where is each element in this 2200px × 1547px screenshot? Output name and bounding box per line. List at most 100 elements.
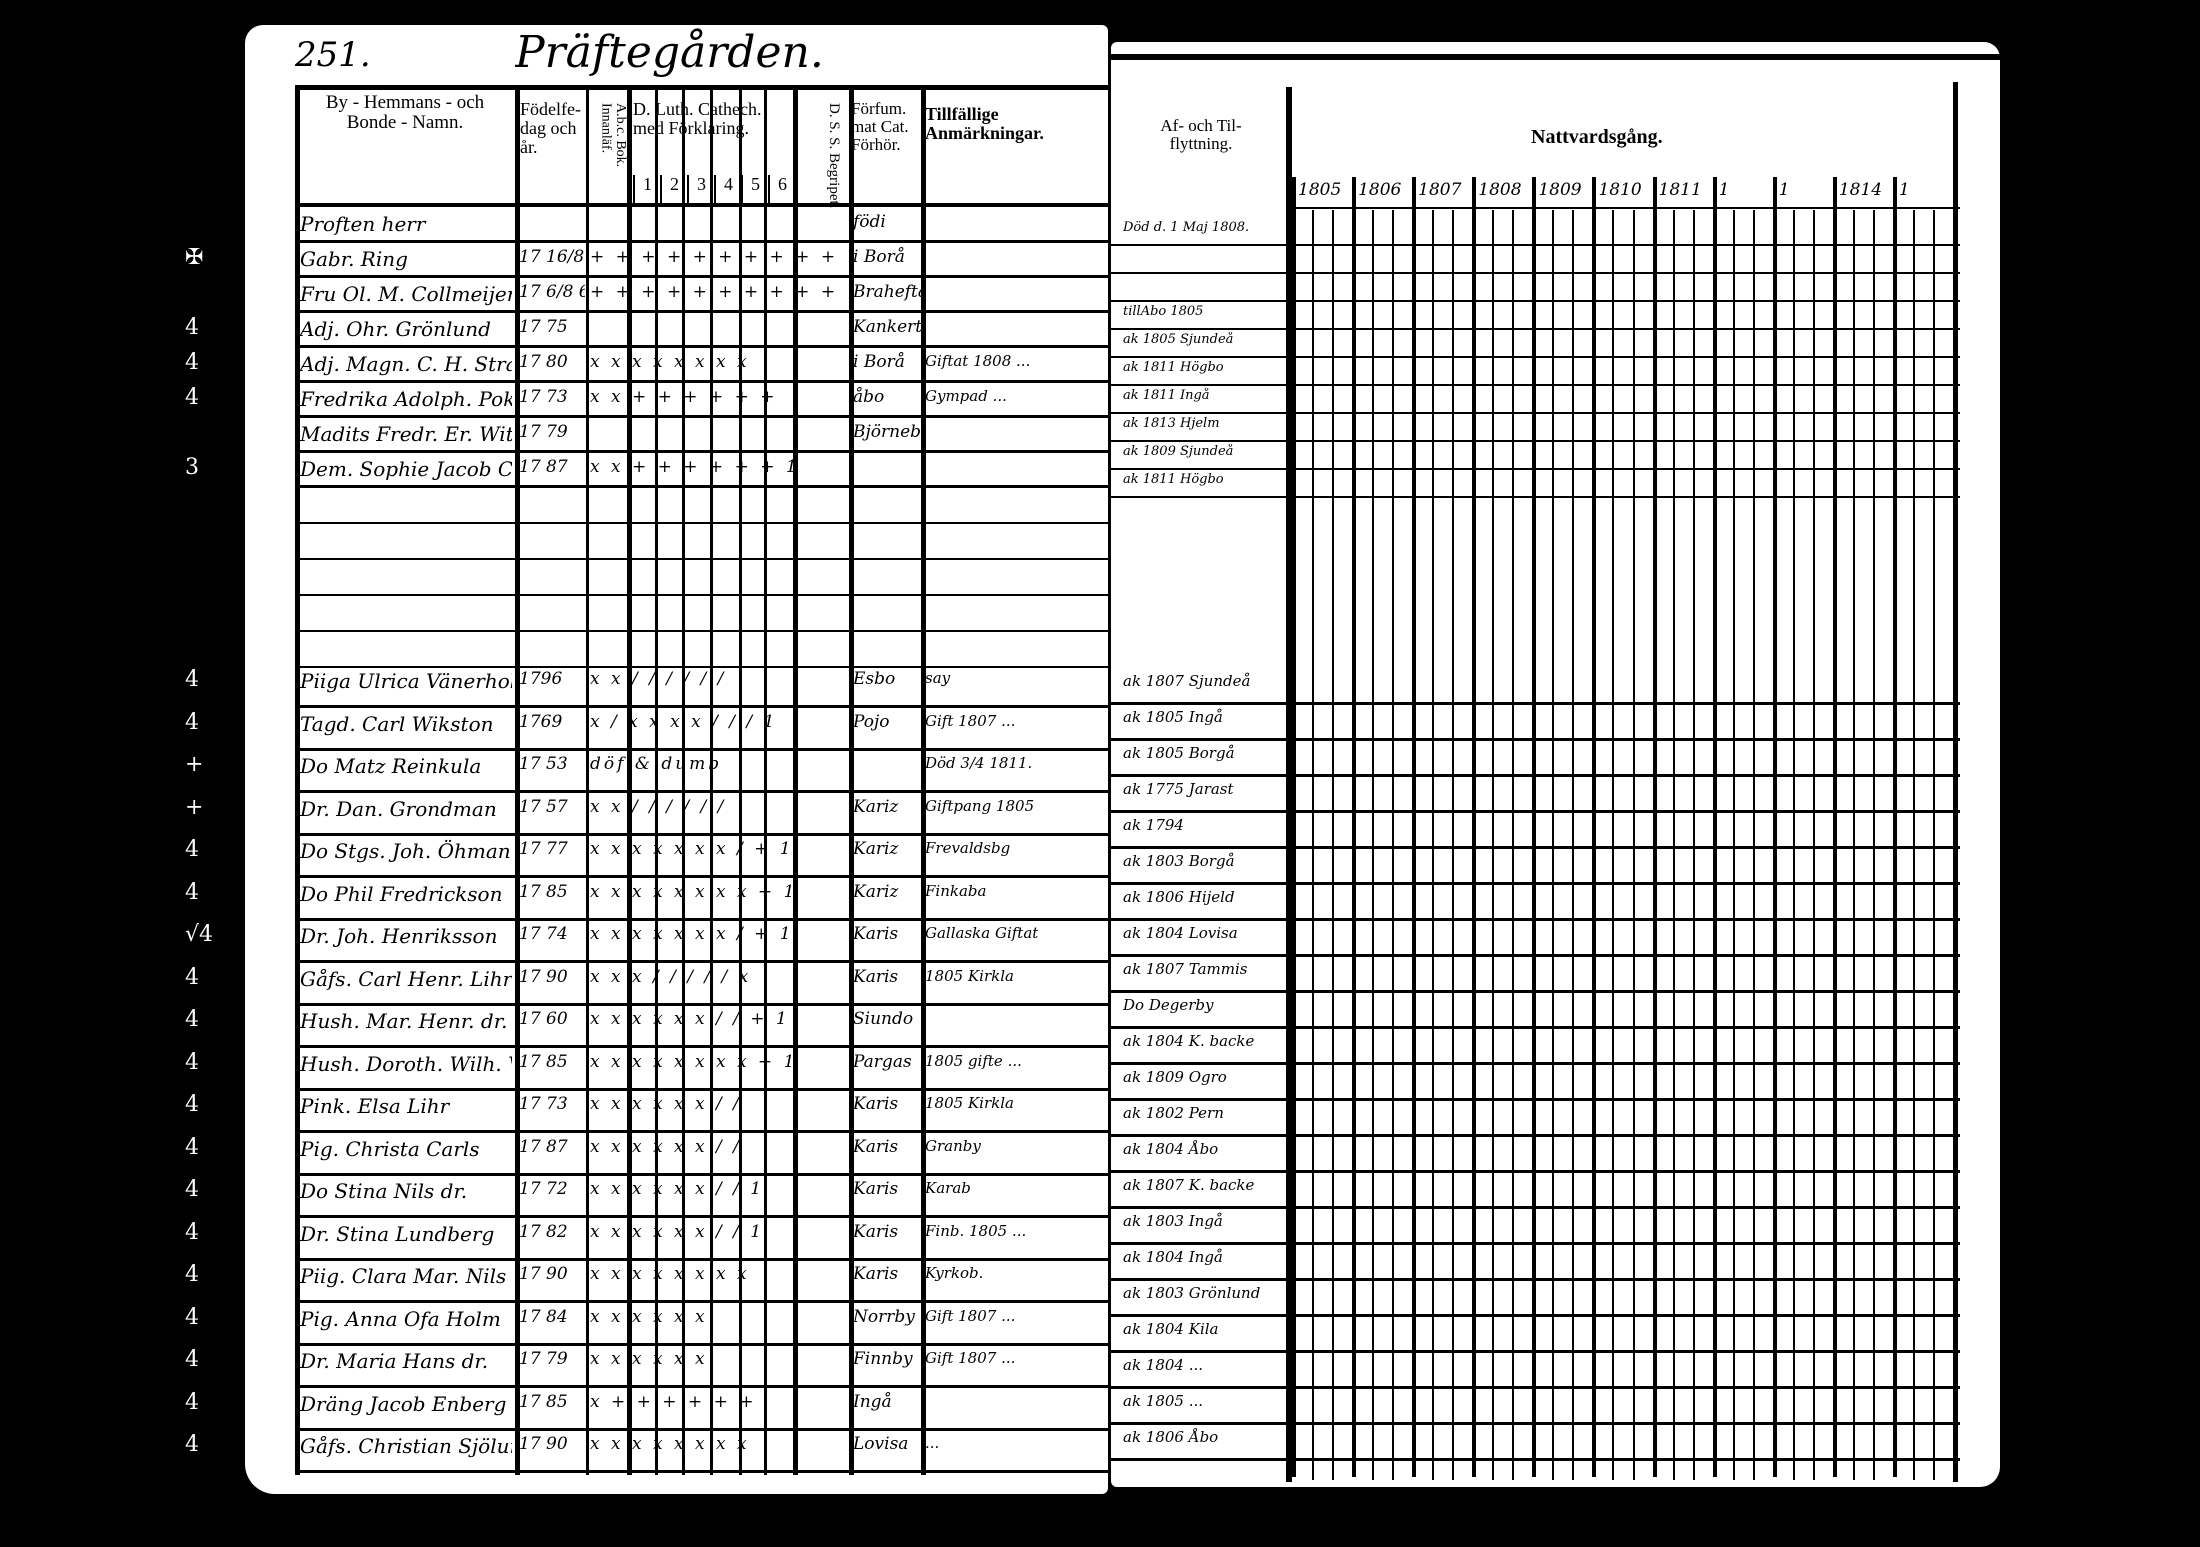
- year-rule: [1592, 177, 1597, 1477]
- moving-entry: ak 1806 Åbo: [1123, 1428, 1219, 1446]
- table-row: 4 Fredrika Adolph. Poklitzrund 17 73 x x + …: [185, 383, 1108, 415]
- row-rule: [295, 1215, 1108, 1218]
- row-marks: x x + + + + + +: [590, 387, 778, 407]
- row-rule: [295, 666, 1108, 668]
- sub-rule: [1392, 210, 1395, 1480]
- table-row: 4 Pink. Elsa Lihr 17 73 x x x x x x / / Kari…: [185, 1090, 1108, 1130]
- row-rule: [1111, 1098, 1960, 1101]
- moving-entry: ak 1805 Sjundeå: [1123, 332, 1234, 347]
- year-rule: [1652, 177, 1657, 1477]
- row-parish: Karis: [853, 1221, 899, 1242]
- table-row: 4 Dr. Stina Lundberg 17 82 x x x x x x / / …: [185, 1218, 1108, 1258]
- moving-entry: ak 1811 Högbo: [1123, 472, 1224, 487]
- row-rule: [295, 1470, 1108, 1473]
- table-row: 4 Dräng Jacob Enberg 17 85 x + + + + + + Ing…: [185, 1388, 1108, 1428]
- row-rule: [1111, 990, 1960, 993]
- row-parish: Karis: [853, 1179, 899, 1199]
- row-margin-mark: 3: [185, 455, 199, 480]
- row-name: Fredrika Adolph. Poklitzrund: [300, 387, 512, 411]
- row-birth: 17 85: [519, 881, 568, 902]
- row-birth: 17 90: [519, 1264, 568, 1284]
- moving-entry: ak 1805 ...: [1123, 1392, 1204, 1410]
- moving-entry: ak 1807 K. backe: [1123, 1176, 1255, 1194]
- row-remark: Gift 1807 ...: [925, 1349, 1016, 1367]
- row-rule: [295, 310, 1108, 313]
- table-row: 4 Pig. Anna Ofa Holm 17 84 x x x x x x Norrb…: [185, 1303, 1108, 1343]
- column-rule: [586, 85, 589, 1475]
- row-rule: [1111, 356, 1960, 358]
- row-parish: Kariz: [853, 839, 899, 859]
- row-marks: döf & dumb: [590, 754, 723, 774]
- row-birth: 1796: [519, 669, 563, 689]
- row-margin-mark: +: [185, 794, 204, 820]
- sub-rule: [1552, 210, 1555, 1480]
- row-birth: 17 74: [519, 924, 568, 944]
- row-birth: 17 80: [519, 352, 568, 372]
- row-remark: Död 3/4 1811.: [925, 754, 1033, 772]
- moving-entry: ak 1802 Pern: [1123, 1104, 1224, 1122]
- row-rule: [1111, 468, 1960, 470]
- column-rule: [739, 85, 742, 1475]
- year-label: 1814: [1838, 180, 1883, 200]
- table-row: 4 Hush. Mar. Henr. dr. 17 60 x x x x x x / …: [185, 1005, 1108, 1045]
- header-moving: Af- och Til- flyttning.: [1160, 116, 1242, 153]
- row-name: Do Stgs. Joh. Öhman: [300, 839, 511, 863]
- row-remark: Gift 1807 ...: [925, 1306, 1016, 1325]
- row-rule: [1111, 1422, 1960, 1425]
- row-margin-mark: 4: [185, 1134, 199, 1160]
- year-label: 1: [1778, 180, 1790, 200]
- table-row: 4 Do Phil Fredrickson 17 85 x x x x x x x x…: [185, 878, 1108, 918]
- sub-rule: [1812, 210, 1815, 1480]
- row-rule: [1111, 1314, 1960, 1317]
- row-rule: [295, 450, 1108, 453]
- row-name: Pink. Elsa Lihr: [300, 1094, 450, 1118]
- year-label: 1807: [1418, 180, 1462, 200]
- table-row: 3 Dem. Sophie Jacob Collmeijer 17 87 x x + …: [185, 453, 1108, 485]
- table-row: 4 Adj. Ohr. Grönlund 17 75 Kankerta: [185, 313, 1108, 345]
- row-birth: 17 6/8 61: [519, 282, 585, 302]
- row-name: Piig. Clara Mar. Nils dr.: [300, 1264, 512, 1288]
- row-birth: 17 79: [519, 1349, 568, 1369]
- row-rule: [295, 1045, 1108, 1048]
- row-name: Dr. Dan. Grondman: [300, 796, 497, 821]
- header-top-rule: [295, 85, 1108, 90]
- column-rule: [764, 85, 767, 1475]
- table-row: 4 Do Stina Nils dr. 17 72 x x x x x x / / 1…: [185, 1175, 1108, 1215]
- row-rule: [295, 1342, 1108, 1346]
- year-label: 1: [1898, 180, 1910, 200]
- header-forhor: Förfum. mat Cat. Förhör.: [851, 99, 909, 154]
- row-rule: [1111, 1062, 1960, 1065]
- header-catechism: D. Luth. Cathech. med Förklaring.: [633, 99, 762, 138]
- catechism-part: 2: [660, 175, 687, 205]
- row-rule: [295, 790, 1108, 793]
- row-birth: 17 90: [519, 1434, 568, 1454]
- row-rule: [295, 485, 1108, 488]
- sub-rule: [1492, 210, 1495, 1480]
- row-rule: [1111, 496, 1960, 498]
- sub-rule: [1872, 210, 1875, 1480]
- row-margin-mark: 4: [185, 1092, 199, 1117]
- row-rule: [295, 1087, 1108, 1091]
- row-marks: x x x x x x x x + 1: [590, 881, 798, 902]
- catechism-part: 4: [714, 175, 741, 205]
- row-parish: Pojo: [853, 711, 890, 732]
- moving-entry: ak 1775 Jarast: [1123, 780, 1234, 798]
- row-rule: [1111, 882, 1960, 885]
- row-marks: x x / / / / / /: [590, 669, 727, 689]
- table-row: Madits Fredr. Er. Wittfoth 17 79 Björnebor…: [245, 418, 1108, 450]
- row-margin-mark: 4: [185, 1347, 199, 1372]
- sub-rule: [1692, 210, 1695, 1480]
- table-row: 4 Adj. Magn. C. H. Strandberg 17 80 x x x x…: [185, 348, 1108, 380]
- moving-entry: ak 1807 Sjundeå: [1123, 672, 1251, 690]
- moving-entry: ak 1811 Högbo: [1123, 360, 1224, 375]
- row-margin-mark: 4: [185, 879, 199, 905]
- sub-rule: [1672, 210, 1675, 1480]
- header-dss: D. S. S. Begripet.: [826, 103, 842, 209]
- row-birth: 17 85: [519, 1051, 568, 1072]
- sub-rule: [1432, 210, 1435, 1480]
- row-rule: [295, 1002, 1108, 1006]
- row-rule: [295, 630, 1108, 632]
- row-remark: Gallaska Giftat: [925, 924, 1039, 942]
- row-rule: [295, 345, 1108, 348]
